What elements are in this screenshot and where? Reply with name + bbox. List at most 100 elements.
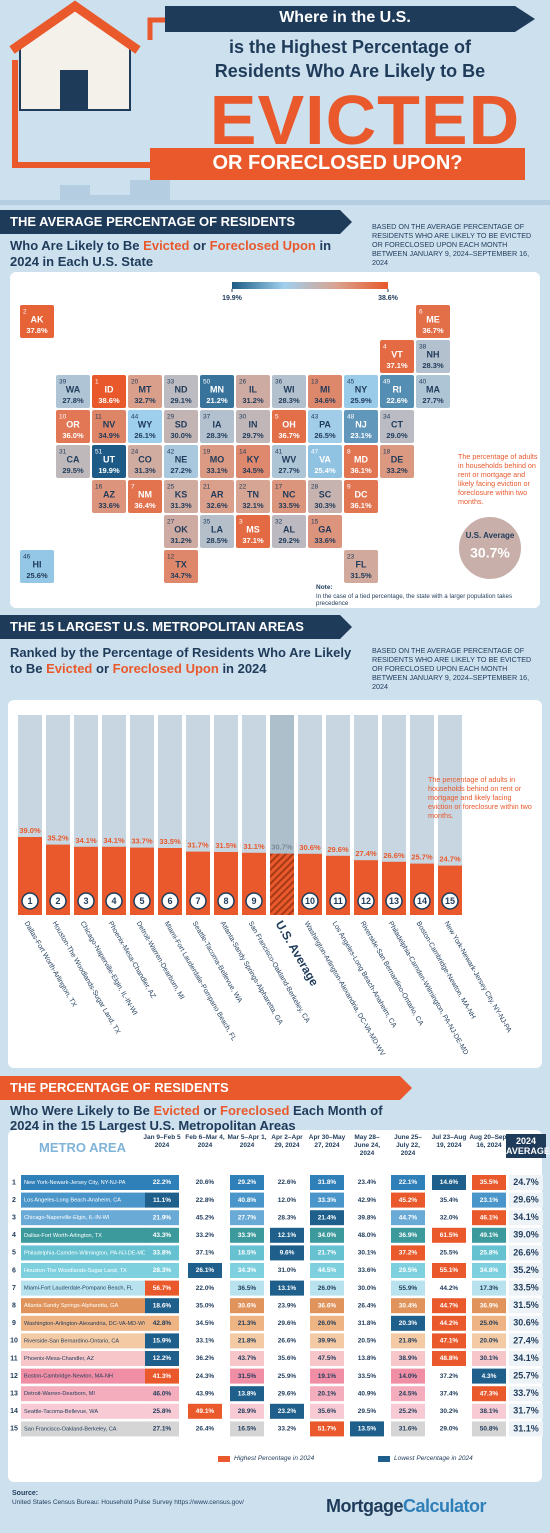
state-rank: 18 <box>383 449 391 456</box>
state-rank: 7 <box>131 484 135 491</box>
rank-badge <box>413 892 431 910</box>
average-circle <box>457 515 523 581</box>
cell <box>270 1403 304 1419</box>
state-value: 29.7% <box>242 431 264 440</box>
state-rank: 8 <box>347 449 351 456</box>
cell <box>188 1280 222 1296</box>
rank-number: 8 <box>223 896 228 906</box>
state-rank: 29 <box>167 414 175 421</box>
state-value: 26.5% <box>314 431 336 440</box>
state-rank: 20 <box>131 379 139 386</box>
state-tile <box>56 445 90 478</box>
cell <box>230 1421 264 1437</box>
row-rank: 14 <box>10 1408 18 1415</box>
subtitle: Ranked by the Percentage of Residents Wh… <box>10 645 355 677</box>
rank-number: 11 <box>333 896 343 906</box>
state-abbr: FL <box>356 559 367 569</box>
cell-value: 18.6% <box>153 1302 172 1309</box>
cell <box>432 1245 466 1261</box>
state-abbr: SD <box>175 419 188 429</box>
cell-value: 30.6% <box>513 1318 539 1328</box>
name-cell <box>21 1192 146 1208</box>
rank-number: 4 <box>111 896 116 906</box>
state-value: 25.4% <box>314 466 336 475</box>
state-abbr: KS <box>175 489 188 499</box>
cell-value: 30.4% <box>399 1302 418 1309</box>
cell <box>270 1333 304 1349</box>
state-tile <box>416 375 450 408</box>
cell <box>432 1280 466 1296</box>
state-rank: 37 <box>203 414 211 421</box>
column-header: 2024 AVERAGE <box>506 1134 550 1158</box>
cell-value: 28.3% <box>153 1267 172 1274</box>
cell <box>472 1245 506 1261</box>
state-tile <box>308 410 342 443</box>
state-value: 36.7% <box>278 431 300 440</box>
state-tile <box>416 340 450 373</box>
cell-value: 43.9% <box>196 1390 215 1397</box>
cell <box>270 1280 304 1296</box>
state-rank: 2 <box>23 309 27 316</box>
cell-value: 35.6% <box>318 1408 337 1415</box>
state-tile <box>92 375 126 408</box>
bar-value: 24.7% <box>439 855 461 864</box>
cell <box>230 1245 264 1261</box>
cell-value: 33.7% <box>513 1388 539 1398</box>
state-abbr: WY <box>138 419 153 429</box>
cell <box>270 1227 304 1243</box>
state-value: 37.1% <box>386 361 408 370</box>
title-big: EVICTED <box>209 81 521 159</box>
state-rank: 24 <box>131 449 139 456</box>
cell <box>145 1403 179 1419</box>
cell-value: 35.5% <box>480 1179 499 1186</box>
rank-badge <box>189 892 207 910</box>
cell-value: 31.5% <box>238 1373 257 1380</box>
average-title: U.S. Average <box>466 531 515 540</box>
row-rank: 2 <box>12 1197 16 1204</box>
metro-name: Los Angeles-Long Beach-Anaheim, CA <box>24 1198 121 1204</box>
cell-value: 33.5% <box>513 1282 539 1292</box>
rank-number: 9 <box>251 896 256 906</box>
title-line: Where in the U.S. <box>279 9 411 26</box>
cell <box>188 1333 222 1349</box>
state-abbr: AZ <box>103 489 115 499</box>
bar-value: 25.7% <box>411 853 433 862</box>
state-rank: 36 <box>275 379 283 386</box>
state-rank: 3 <box>239 519 243 526</box>
cell <box>391 1227 425 1243</box>
rank-badge <box>161 892 179 910</box>
state-rank: 35 <box>203 519 211 526</box>
cell-value: 55.1% <box>440 1267 459 1274</box>
state-abbr: NC <box>283 489 296 499</box>
cell-value: 31.1% <box>513 1423 539 1433</box>
legend-label: Lowest Percentage in 2024 <box>394 1455 473 1462</box>
cell <box>188 1315 222 1331</box>
cell <box>391 1421 425 1437</box>
cell <box>432 1421 466 1437</box>
state-tile <box>416 305 450 338</box>
state-abbr: ME <box>426 314 440 324</box>
average-value: 30.7% <box>470 545 510 561</box>
subtitle-part: Ranked by the Percentage of Residents Wh… <box>10 645 352 676</box>
state-value: 33.5% <box>278 501 300 510</box>
state-tile <box>380 375 414 408</box>
state-abbr: IL <box>249 384 258 394</box>
bar-value: 27.4% <box>355 849 377 858</box>
state-tile <box>164 445 198 478</box>
bar-value: 31.7% <box>187 841 209 850</box>
cell <box>188 1351 222 1366</box>
callout: The percentage of adults in households b… <box>428 775 532 820</box>
cell-value: 49.1% <box>480 1232 499 1239</box>
state-abbr: UT <box>103 454 115 464</box>
cell-value: 27.4% <box>513 1335 539 1345</box>
cell <box>432 1351 466 1366</box>
cell-value: 34.1% <box>513 1353 539 1363</box>
cell-value: 24.3% <box>196 1373 215 1380</box>
state-rank: 5 <box>275 414 279 421</box>
column-header: May 28–June 24, 2024 <box>353 1134 380 1157</box>
cell <box>310 1351 344 1366</box>
cell-value: 34.0% <box>318 1232 337 1239</box>
legend-swatch <box>218 1456 230 1462</box>
frame-line <box>12 60 150 168</box>
cell-value: 46.1% <box>480 1214 499 1221</box>
